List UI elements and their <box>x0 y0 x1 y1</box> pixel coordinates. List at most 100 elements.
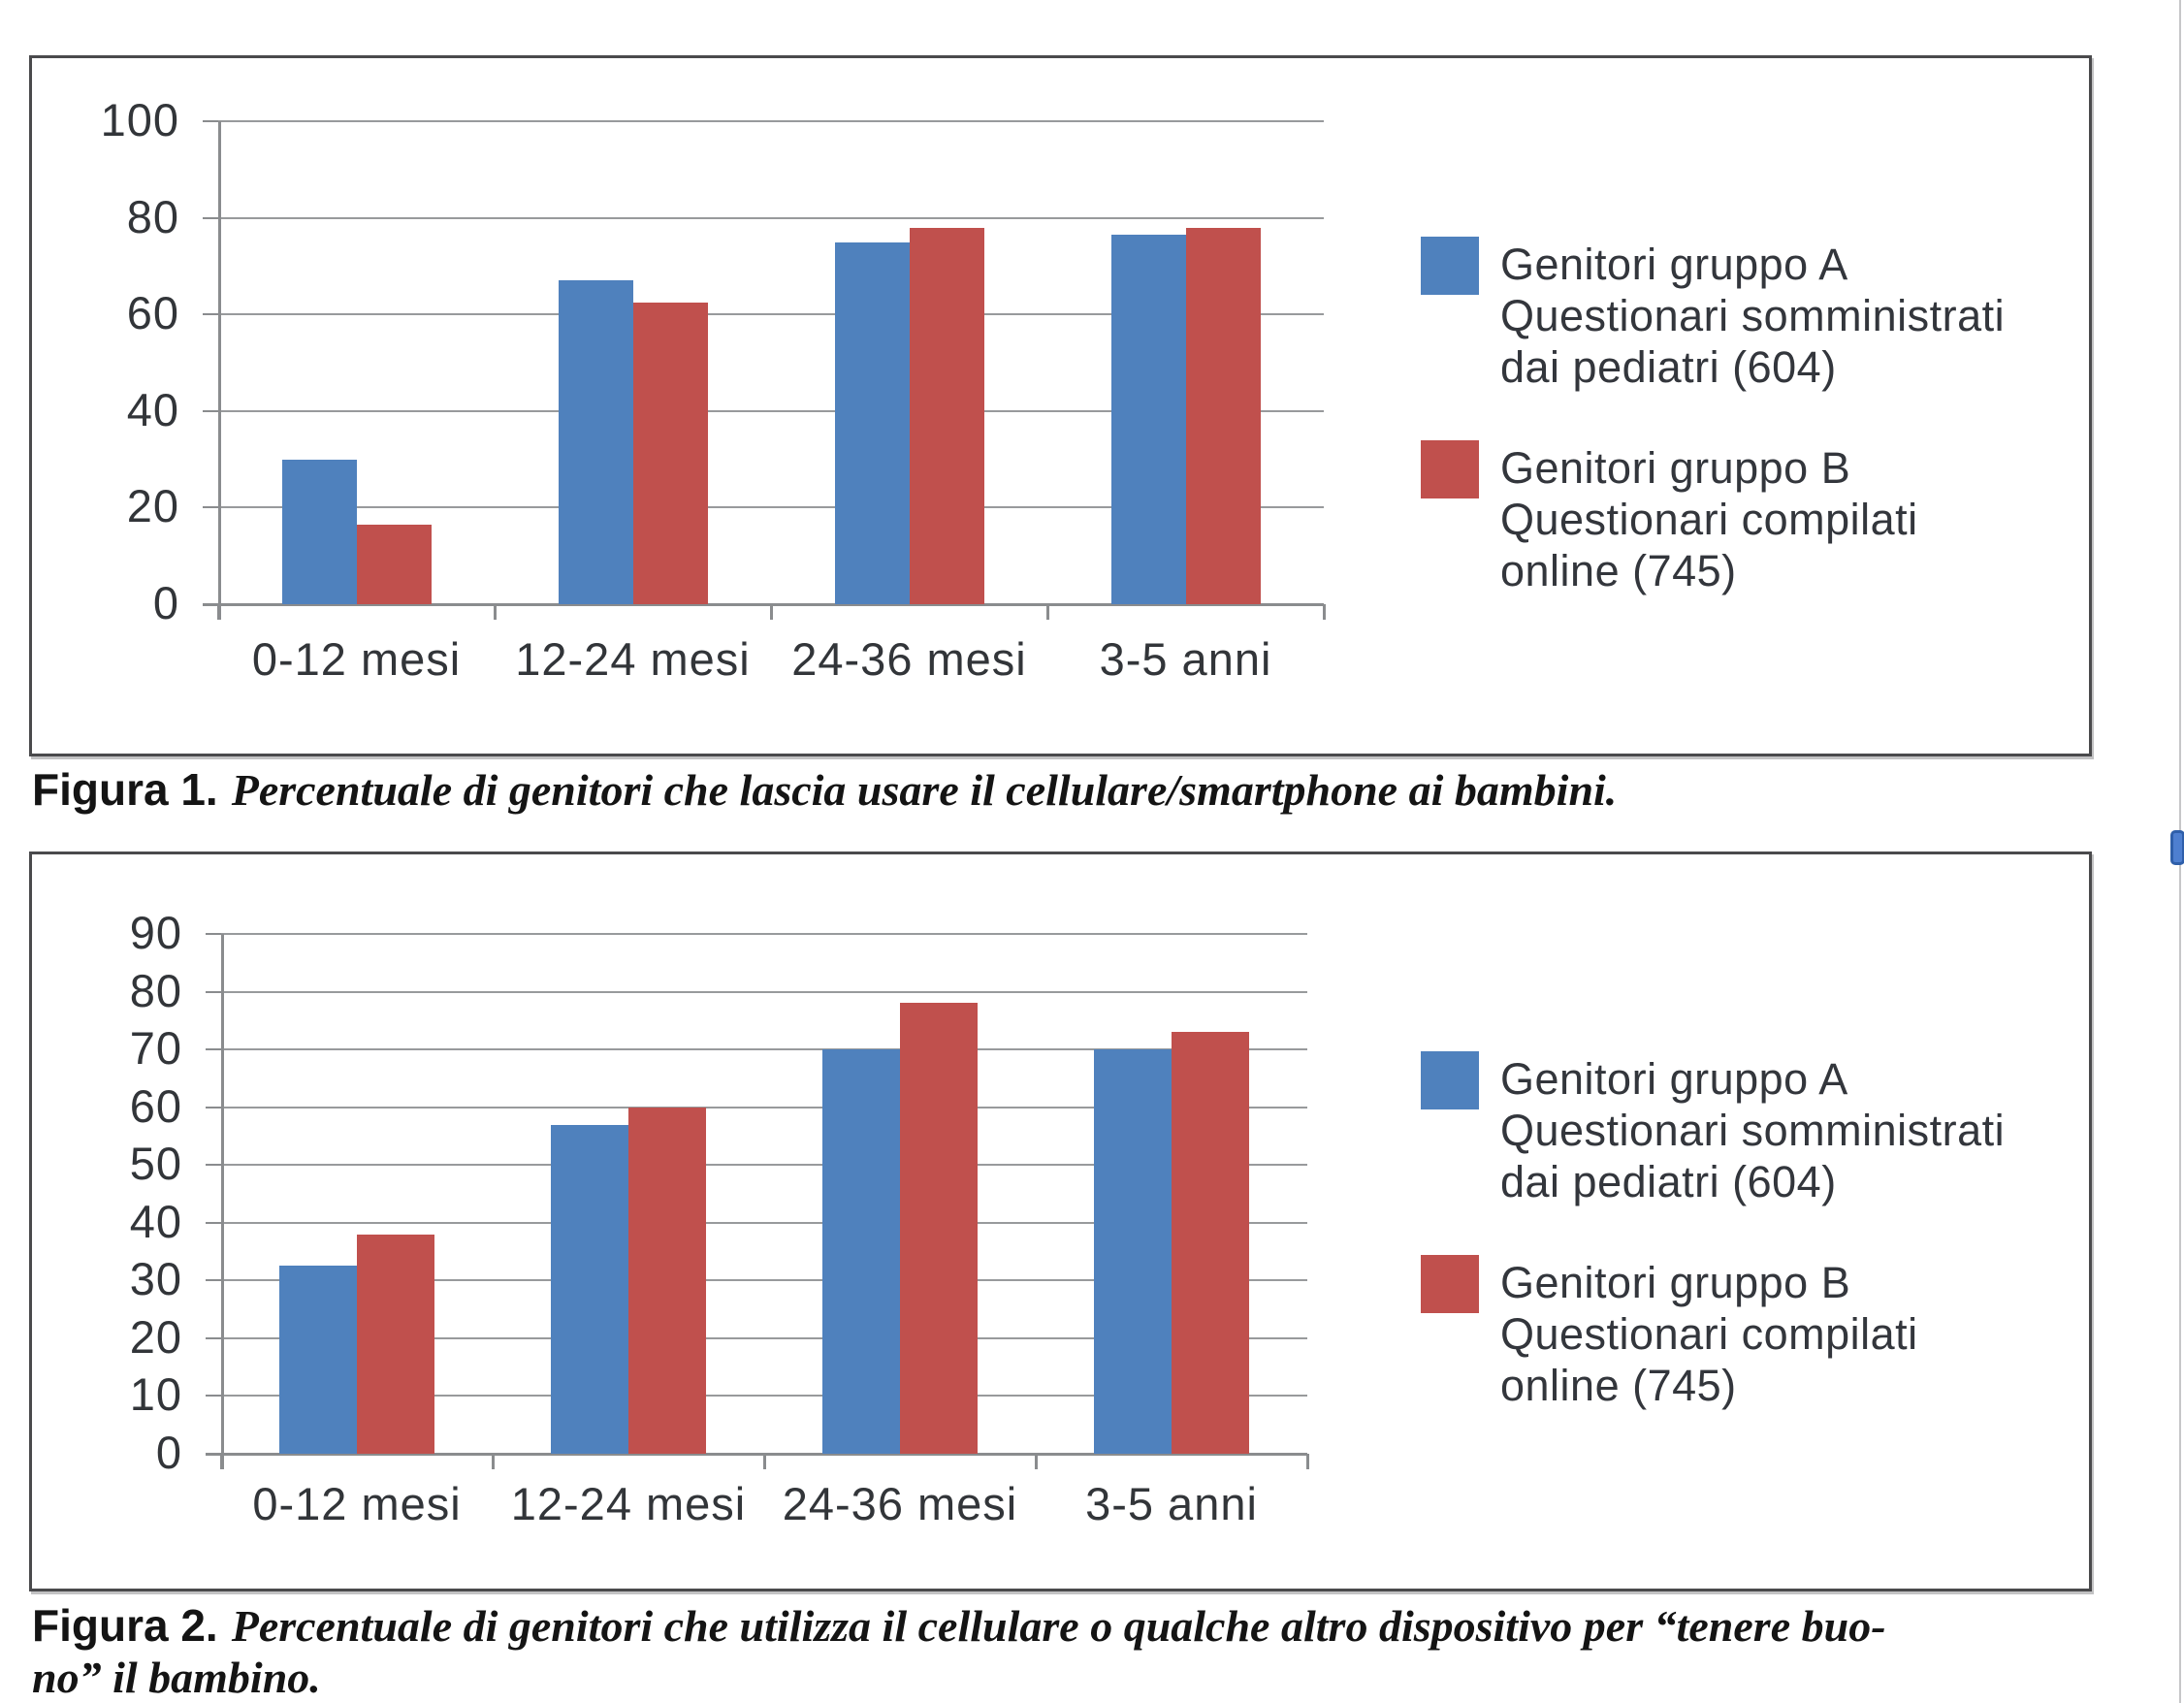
x-category-label-12-24-mesi: 12-24 mesi <box>515 633 751 685</box>
x-axis-tick-4 <box>1306 1454 1309 1469</box>
legend-label-line-2: dai pediatri (604) <box>1500 1157 1837 1206</box>
y-axis-label-40: 40 <box>126 383 179 435</box>
gridline-y30 <box>221 1279 1307 1282</box>
y-axis-tick-40 <box>203 409 218 412</box>
x-category-label-3-5-anni: 3-5 anni <box>1085 1478 1258 1529</box>
legend-label-line-2: dai pediatri (604) <box>1500 342 1837 392</box>
x-category-label-0-12-mesi: 0-12 mesi <box>251 633 462 685</box>
y-axis-label-20: 20 <box>126 480 179 532</box>
legend-entry-gruppo-b: Genitori gruppo B Questionari compilati on… <box>1421 1255 1918 1411</box>
legend-swatch-blue <box>1421 1051 1479 1109</box>
gridline-y20 <box>218 506 1324 509</box>
gridline-y60 <box>218 313 1324 316</box>
bar-gruppo-a-24-36-mesi <box>822 1049 900 1454</box>
bar-gruppo-a-0-12-mesi <box>281 459 357 604</box>
y-axis-label-80: 80 <box>129 964 182 1016</box>
y-axis-tick-30 <box>206 1279 221 1282</box>
legend-label-line-2: online (745) <box>1500 546 1737 595</box>
gridline-y80 <box>221 990 1307 993</box>
figura2-caption: Figura 2. Percentuale di genitori che uti… <box>32 1600 2088 1703</box>
x-axis-tick-2 <box>770 604 773 620</box>
x-category-label-12-24-mesi: 12-24 mesi <box>510 1478 747 1529</box>
bar-gruppo-b-0-12-mesi <box>357 1234 434 1454</box>
legend-entry-gruppo-a: Genitori gruppo A Questionari somministra… <box>1421 1051 2005 1207</box>
y-axis-label-60: 60 <box>126 287 179 339</box>
legend-label-line-0: Genitori gruppo B <box>1500 1258 1851 1307</box>
figura2-caption-text-line1: Percentuale di genitori che utilizza il … <box>231 1601 1886 1651</box>
x-axis-tick-3 <box>1035 1454 1038 1469</box>
legend-label-line-1: Questionari compilati <box>1500 1309 1918 1359</box>
y-axis-tick-100 <box>203 120 218 122</box>
y-axis-line <box>221 934 224 1469</box>
legend-entry-gruppo-b: Genitori gruppo B Questionari compilati on… <box>1421 440 1918 596</box>
x-axis-line <box>206 1453 1307 1456</box>
figura1-caption: Figura 1. Percentuale di genitori che las… <box>32 764 2088 816</box>
x-category-label-0-12-mesi: 0-12 mesi <box>252 1478 462 1529</box>
gridline-y20 <box>221 1336 1307 1339</box>
legend-swatch-red <box>1421 440 1479 498</box>
gridline-y70 <box>221 1048 1307 1051</box>
y-axis-tick-70 <box>206 1048 221 1051</box>
y-axis-label-30: 30 <box>129 1253 182 1305</box>
bar-gruppo-a-0-12-mesi <box>279 1266 357 1454</box>
y-axis-label-60: 60 <box>129 1079 182 1132</box>
x-axis-tick-0 <box>220 1454 223 1469</box>
bar-gruppo-b-0-12-mesi <box>356 524 432 604</box>
legend-label-line-0: Genitori gruppo A <box>1500 1054 1848 1104</box>
x-axis-tick-0 <box>217 604 220 620</box>
gridline-y90 <box>221 933 1307 935</box>
legend-label-line-0: Genitori gruppo B <box>1500 443 1851 493</box>
x-category-label-3-5-anni: 3-5 anni <box>1099 633 1272 685</box>
y-axis-label-40: 40 <box>129 1195 182 1247</box>
y-axis-tick-80 <box>206 990 221 993</box>
x-category-label-24-36-mesi: 24-36 mesi <box>782 1478 1018 1529</box>
y-axis-tick-60 <box>203 313 218 316</box>
bar-gruppo-a-24-36-mesi <box>834 241 910 604</box>
gridline-y40 <box>218 409 1324 412</box>
figura2-caption-line1: Figura 2. Percentuale di genitori che uti… <box>32 1600 2088 1652</box>
x-axis-line <box>203 603 1324 606</box>
figura2-chart-panel: 0 10 20 30 40 50 60 70 80 90 0-12 mesi 12-24 mesi 24… <box>29 852 2092 1591</box>
annotation-marker-icon[interactable] <box>2170 830 2184 865</box>
legend-label-gruppo-b: Genitori gruppo B Questionari compilati on… <box>1500 442 1918 596</box>
y-axis-tick-40 <box>206 1221 221 1224</box>
bar-gruppo-a-12-24-mesi <box>551 1124 628 1454</box>
y-axis-label-50: 50 <box>129 1138 182 1190</box>
figura2-caption-text-line2: no” il bambino. <box>32 1653 321 1702</box>
gridline-y60 <box>221 1106 1307 1109</box>
x-axis-tick-2 <box>763 1454 766 1469</box>
legend-label-line-1: Questionari somministrati <box>1500 291 2006 340</box>
legend-label-line-2: online (745) <box>1500 1361 1737 1410</box>
gridline-y50 <box>221 1164 1307 1167</box>
figura1-caption-label: Figura 1. <box>32 764 218 815</box>
bar-gruppo-a-3-5-anni <box>1094 1049 1172 1454</box>
x-category-label-24-36-mesi: 24-36 mesi <box>791 633 1027 685</box>
y-axis-label-10: 10 <box>129 1368 182 1421</box>
y-axis-tick-20 <box>206 1336 221 1339</box>
y-axis-tick-20 <box>203 506 218 509</box>
y-axis-label-0: 0 <box>155 1427 182 1478</box>
figura1-chart-panel: 0 20 40 60 80 100 0-12 mesi 12-24 mesi 24-36 mes… <box>29 55 2092 756</box>
legend-swatch-blue <box>1421 237 1479 295</box>
legend-label-line-1: Questionari somministrati <box>1500 1106 2006 1155</box>
legend-label-gruppo-a: Genitori gruppo A Questionari somministra… <box>1500 239 2005 393</box>
gridline-y40 <box>221 1221 1307 1224</box>
bar-gruppo-b-12-24-mesi <box>632 302 708 604</box>
bar-gruppo-b-3-5-anni <box>1185 227 1261 604</box>
legend-label-gruppo-a: Genitori gruppo A Questionari somministra… <box>1500 1053 2005 1207</box>
y-axis-tick-90 <box>206 933 221 935</box>
legend-label-line-1: Questionari compilati <box>1500 495 1918 544</box>
y-axis-tick-50 <box>206 1164 221 1167</box>
y-axis-label-80: 80 <box>126 190 179 242</box>
y-axis-tick-60 <box>206 1106 221 1109</box>
bar-gruppo-a-3-5-anni <box>1110 235 1186 604</box>
y-axis-label-20: 20 <box>129 1310 182 1363</box>
y-axis-line <box>218 121 221 620</box>
gridline-y10 <box>221 1395 1307 1398</box>
figura1-caption-text: Percentuale di genitori che lascia usare… <box>231 765 1618 815</box>
bar-gruppo-a-12-24-mesi <box>558 280 633 604</box>
figura2-caption-line2: no” il bambino. <box>32 1652 2088 1703</box>
y-axis-label-90: 90 <box>129 907 182 958</box>
figura2-caption-label: Figura 2. <box>32 1600 218 1651</box>
bar-gruppo-b-24-36-mesi <box>900 1003 978 1454</box>
